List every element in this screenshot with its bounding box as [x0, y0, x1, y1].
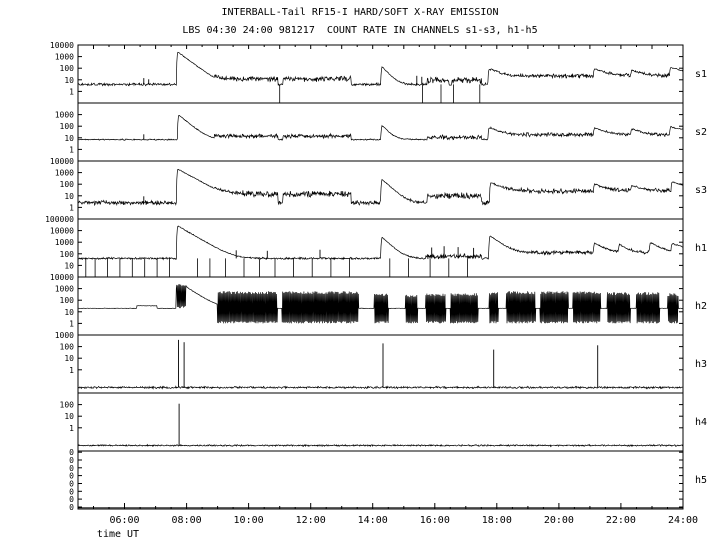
y-tick-label: 0: [69, 503, 74, 512]
x-axis: 06:00 08:00 10:00 12:00 14:00 16:00 18:00 20:00…: [93, 45, 698, 540]
y-tick-label: 1000: [55, 53, 74, 62]
x-tick-label: 12:00: [296, 515, 326, 526]
y-tick-label: 10000: [50, 227, 74, 236]
y-tick-label: 10: [64, 261, 74, 270]
y-tick-label: 100: [60, 122, 75, 131]
panel-s2: 1000 100 10 1 s2: [55, 102, 707, 162]
y-tick-label: 100: [60, 296, 75, 305]
y-tick-label: 1: [69, 424, 74, 433]
panel-label-h5: h5: [695, 475, 707, 486]
x-tick-label: 10:00: [234, 515, 264, 526]
y-tick-label: 0: [69, 487, 74, 496]
x-axis-label: time UT: [97, 529, 139, 540]
chart-subtitle: LBS 04:30 24:00 981217 COUNT RATE IN CHA…: [182, 25, 538, 36]
y-tick-label: 100: [60, 64, 75, 73]
y-tick-label: 0: [69, 464, 74, 473]
y-tick-label: 1: [69, 145, 74, 154]
y-tick-label: 1000: [55, 238, 74, 247]
panel-label-h2: h2: [695, 301, 707, 312]
y-tick-label: 10: [64, 192, 74, 201]
panel-label-s2: s2: [695, 127, 707, 138]
panel-label-h1: h1: [695, 243, 707, 254]
panel-h1: 100000 10000 1000 100 10 h1: [45, 215, 707, 278]
x-tick-label: 18:00: [482, 515, 512, 526]
y-tick-label: 10: [64, 134, 74, 143]
x-tick-label: 08:00: [172, 515, 202, 526]
y-tick-label: 100: [60, 250, 75, 259]
series-s1: [77, 51, 684, 87]
y-tick-label: 10: [64, 308, 74, 317]
y-tick-label: 1: [69, 203, 74, 212]
x-tick-label: 06:00: [109, 515, 139, 526]
x-tick-label: 14:00: [358, 515, 388, 526]
y-tick-label: 1: [69, 366, 74, 375]
y-tick-label: 0: [69, 448, 74, 457]
panel-s1: 10000 1000 100 10 1 s1: [50, 41, 707, 104]
series-h2: [78, 284, 684, 324]
y-tick-label: 0: [69, 495, 74, 504]
y-tick-label: 100000: [45, 215, 74, 224]
y-tick-label: 0: [69, 472, 74, 481]
x-tick-label: 16:00: [420, 515, 450, 526]
y-tick-label: 1000: [55, 169, 74, 178]
y-tick-label: 100: [60, 180, 75, 189]
series-h1: [77, 225, 684, 261]
x-tick-label: 20:00: [544, 515, 574, 526]
y-tick-label: 1000: [55, 285, 74, 294]
series-s2: [77, 115, 684, 141]
y-tick-label: 10: [64, 76, 74, 85]
panel-label-h3: h3: [695, 359, 707, 370]
series-s3: [77, 169, 684, 207]
panel-label-s1: s1: [695, 69, 707, 80]
y-tick-label: 1000: [55, 111, 74, 120]
panel-label-s3: s3: [695, 185, 707, 196]
y-tick-label: 10: [64, 354, 74, 363]
y-tick-label: 100: [60, 401, 75, 410]
chart-title: INTERBALL-Tail RF15-I HARD/SOFT X-RAY EM…: [221, 7, 499, 18]
panel-label-h4: h4: [695, 417, 707, 428]
panel-h4: 100 10 1 h4: [60, 392, 707, 452]
panel-h3: 1000 100 10 1 h3: [55, 331, 707, 394]
series-h4: [77, 443, 684, 448]
y-tick-label: 10000: [50, 273, 74, 282]
x-tick-label: 22:00: [606, 515, 636, 526]
y-tick-label: 10000: [50, 157, 74, 166]
y-tick-label: 0: [69, 456, 74, 465]
y-tick-label: 0: [69, 480, 74, 489]
y-tick-label: 1000: [55, 331, 74, 340]
y-tick-label: 10: [64, 412, 74, 421]
x-tick-label: 24:00: [668, 515, 698, 526]
panel-s3: 10000 1000 100 10 1 s3: [50, 157, 707, 220]
y-tick-label: 1: [69, 87, 74, 96]
y-tick-label: 10000: [50, 41, 74, 50]
y-tick-label: 100: [60, 343, 75, 352]
y-tick-label: 1: [69, 319, 74, 328]
series-h3: [77, 385, 684, 390]
panel-h2: 10000 1000 100 10 1 h2: [50, 273, 707, 336]
